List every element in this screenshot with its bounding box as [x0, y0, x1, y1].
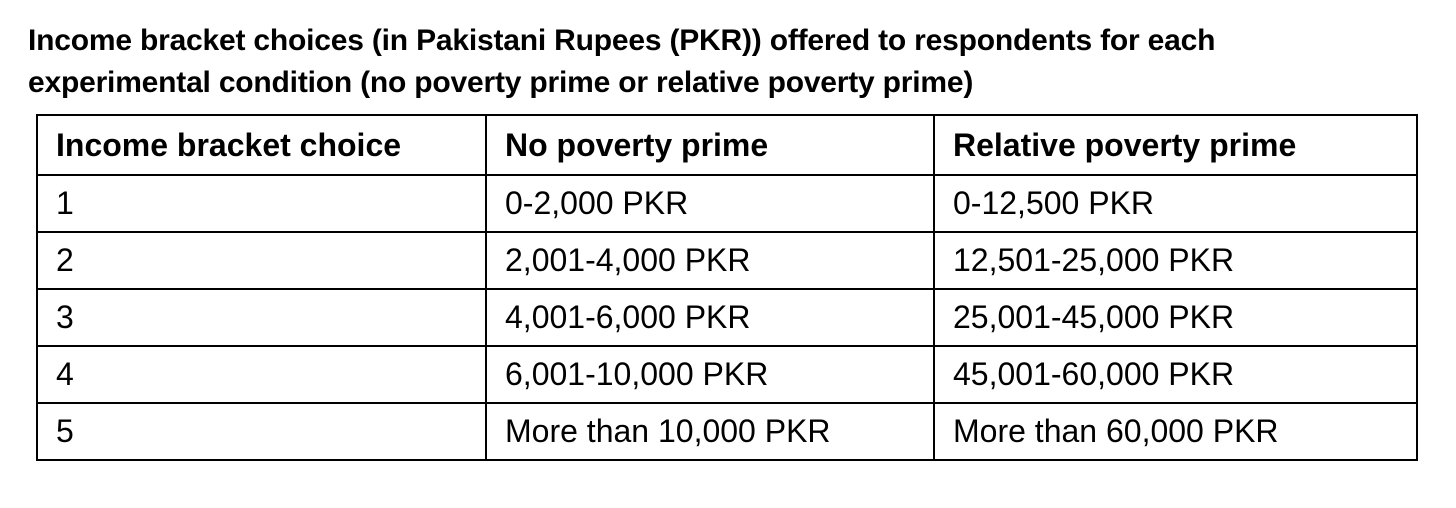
- caption-line-1: Income bracket choices (in Pakistani Rup…: [28, 24, 1216, 57]
- table-row: 2 2,001-4,000 PKR 12,501-25,000 PKR: [36, 231, 1418, 290]
- cell-no-poverty-prime: 6,001-10,000 PKR: [485, 345, 935, 404]
- table-header-row: Income bracket choice No poverty prime R…: [36, 114, 1418, 176]
- cell-no-poverty-prime: 4,001-6,000 PKR: [485, 288, 935, 347]
- cell-no-poverty-prime: 0-2,000 PKR: [485, 174, 935, 233]
- cell-bracket-choice: 1: [36, 174, 487, 233]
- cell-bracket-choice: 3: [36, 288, 487, 347]
- cell-relative-poverty-prime: 25,001-45,000 PKR: [933, 288, 1418, 347]
- table-row: 4 6,001-10,000 PKR 45,001-60,000 PKR: [36, 345, 1418, 404]
- table-row: 1 0-2,000 PKR 0-12,500 PKR: [36, 174, 1418, 233]
- caption-line-2: experimental condition (no poverty prime…: [28, 66, 974, 99]
- header-no-poverty-prime: No poverty prime: [485, 114, 935, 176]
- header-relative-poverty-prime: Relative poverty prime: [933, 114, 1418, 176]
- table-caption: Income bracket choices (in Pakistani Rup…: [28, 20, 1428, 104]
- cell-bracket-choice: 4: [36, 345, 487, 404]
- cell-no-poverty-prime: 2,001-4,000 PKR: [485, 231, 935, 290]
- income-bracket-table: Income bracket choice No poverty prime R…: [36, 114, 1418, 461]
- header-income-bracket-choice: Income bracket choice: [36, 114, 487, 176]
- table-row: 3 4,001-6,000 PKR 25,001-45,000 PKR: [36, 288, 1418, 347]
- cell-relative-poverty-prime: 45,001-60,000 PKR: [933, 345, 1418, 404]
- cell-relative-poverty-prime: More than 60,000 PKR: [933, 402, 1418, 461]
- cell-relative-poverty-prime: 0-12,500 PKR: [933, 174, 1418, 233]
- cell-bracket-choice: 2: [36, 231, 487, 290]
- cell-bracket-choice: 5: [36, 402, 487, 461]
- cell-relative-poverty-prime: 12,501-25,000 PKR: [933, 231, 1418, 290]
- cell-no-poverty-prime: More than 10,000 PKR: [485, 402, 935, 461]
- table-row: 5 More than 10,000 PKR More than 60,000 …: [36, 402, 1418, 461]
